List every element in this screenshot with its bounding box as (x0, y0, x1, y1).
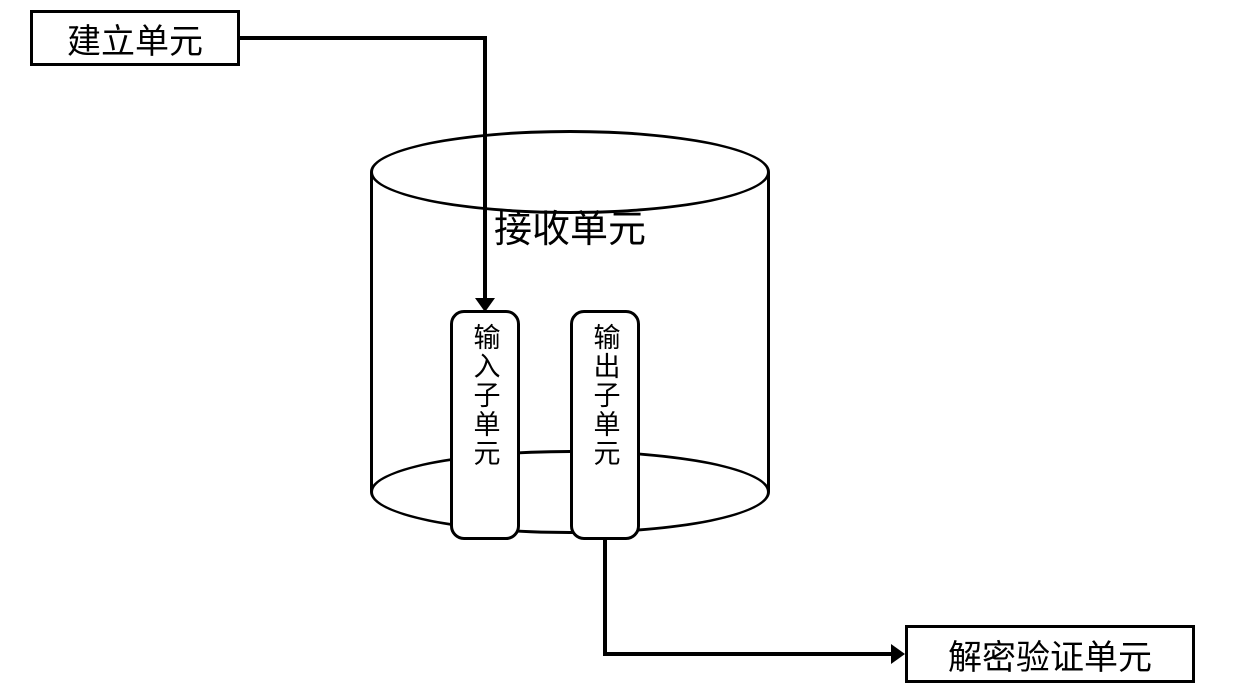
receive-unit-title: 接收单元 (370, 198, 770, 253)
establish-unit-box: 建立单元 (30, 10, 240, 66)
edge-2-arrowhead (891, 644, 905, 664)
edge-2-seg-h (603, 652, 893, 656)
output-sub-unit-label: 输出子单元 (586, 323, 625, 468)
edge-1-seg-v (483, 36, 487, 300)
edge-1-arrowhead (475, 298, 495, 312)
output-sub-unit-box: 输出子单元 (570, 310, 640, 540)
decrypt-verify-unit-box: 解密验证单元 (905, 625, 1195, 683)
establish-unit-label: 建立单元 (67, 14, 203, 63)
input-sub-unit-label: 输入子单元 (466, 323, 505, 468)
edge-2-seg-v (603, 540, 607, 656)
input-sub-unit-box: 输入子单元 (450, 310, 520, 540)
decrypt-verify-unit-label: 解密验证单元 (948, 630, 1152, 679)
receive-unit-label: 接收单元 (494, 209, 646, 251)
edge-1-seg-h (240, 36, 487, 40)
